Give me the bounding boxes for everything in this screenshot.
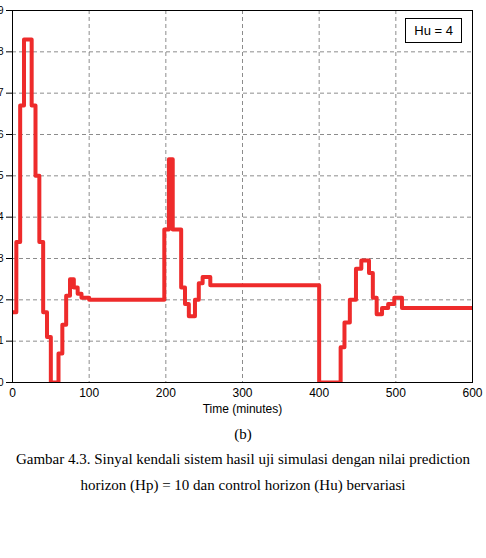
svg-text:100: 100 bbox=[79, 386, 99, 400]
svg-text:300: 300 bbox=[232, 386, 252, 400]
svg-text:500: 500 bbox=[386, 386, 406, 400]
svg-text:3: 3 bbox=[0, 253, 4, 264]
svg-text:400: 400 bbox=[309, 386, 329, 400]
svg-text:1: 1 bbox=[0, 335, 4, 346]
svg-text:0: 0 bbox=[9, 386, 16, 400]
svg-text:7: 7 bbox=[0, 87, 4, 98]
html-text:Hu = 4: Hu = 4 bbox=[414, 23, 453, 38]
svg-text:200: 200 bbox=[156, 386, 176, 400]
svg-text:600: 600 bbox=[462, 386, 482, 400]
svg-text:0: 0 bbox=[0, 377, 4, 388]
svg-text:Time (minutes): Time (minutes) bbox=[203, 402, 283, 416]
html-text:Gambar 4.3. Sinyal kendali sis: Gambar 4.3. Sinyal kendali sistem hasil … bbox=[16, 451, 470, 493]
svg-text:5: 5 bbox=[0, 170, 4, 181]
html-text:(b): (b) bbox=[234, 426, 252, 442]
svg-text:4: 4 bbox=[0, 211, 4, 222]
svg-text:6: 6 bbox=[0, 129, 4, 140]
svg-text:2: 2 bbox=[0, 294, 4, 305]
svg-text:9: 9 bbox=[0, 5, 4, 16]
svg-text:8: 8 bbox=[0, 46, 4, 57]
